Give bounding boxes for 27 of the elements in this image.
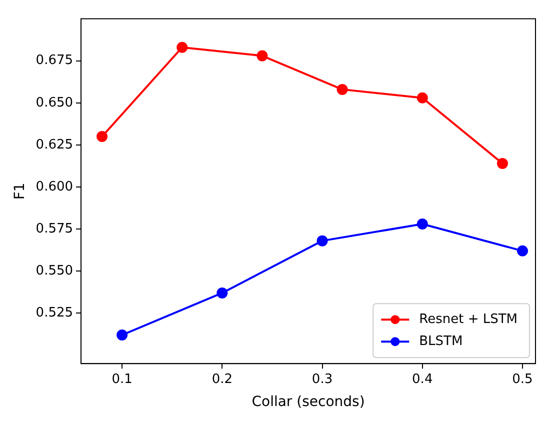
y-tick-label: 0.650 bbox=[36, 95, 74, 110]
x-tick-label: 0.5 bbox=[512, 372, 533, 387]
y-axis-title: F1 bbox=[12, 182, 28, 200]
x-tick-label: 0.2 bbox=[212, 372, 233, 387]
point bbox=[496, 158, 508, 169]
y-tick-label: 0.600 bbox=[36, 179, 74, 194]
y-tick-label: 0.675 bbox=[36, 53, 74, 68]
point bbox=[516, 245, 528, 256]
point bbox=[216, 287, 228, 298]
y-tick-label: 0.550 bbox=[36, 263, 74, 278]
x-axis-title: Collar (seconds) bbox=[252, 394, 365, 410]
point bbox=[416, 218, 428, 230]
point bbox=[336, 84, 348, 95]
x-tick-label: 0.1 bbox=[112, 372, 132, 387]
x-tick-label: 0.4 bbox=[412, 372, 433, 387]
point bbox=[416, 92, 428, 104]
y-tick-label: 0.625 bbox=[36, 137, 74, 152]
point bbox=[176, 42, 188, 53]
legend-label: BLSTM bbox=[419, 334, 463, 349]
point bbox=[116, 330, 128, 341]
x-tick-label: 0.3 bbox=[312, 372, 333, 387]
y-tick-label: 0.575 bbox=[36, 221, 74, 236]
y-tick-label: 0.525 bbox=[36, 306, 74, 321]
point bbox=[96, 131, 108, 142]
legend-label: Resnet + LSTM bbox=[419, 312, 518, 327]
point bbox=[256, 50, 268, 62]
point bbox=[316, 235, 328, 246]
